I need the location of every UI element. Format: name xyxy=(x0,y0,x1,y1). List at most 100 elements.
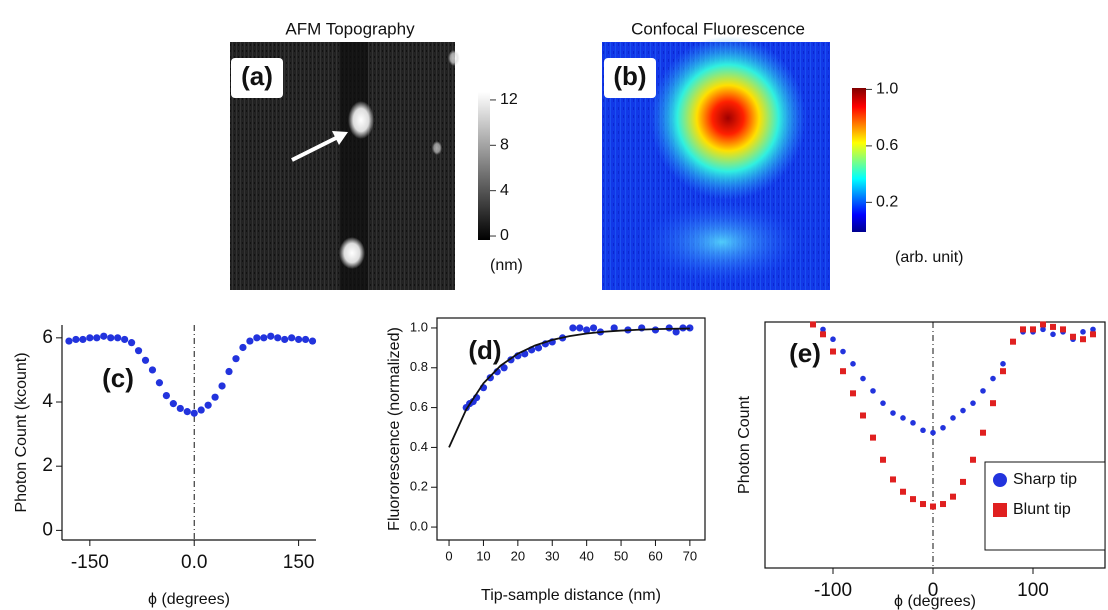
data-point xyxy=(860,375,866,382)
data-point xyxy=(610,324,618,332)
y-axis-label: Photon Count xyxy=(736,396,753,494)
data-point xyxy=(486,374,494,382)
data-point xyxy=(1030,326,1036,333)
data-point xyxy=(920,501,926,508)
y-axis-label: Fluororescence (normalized) xyxy=(386,327,403,531)
x-tick-label: 60 xyxy=(648,548,662,563)
data-point xyxy=(870,434,876,441)
colorbar-tick-label: 8 xyxy=(500,137,509,154)
data-point xyxy=(1080,336,1086,343)
y-tick-label: 6 xyxy=(42,327,53,348)
x-tick-label: 150 xyxy=(283,552,315,573)
x-tick-label: -150 xyxy=(71,552,109,573)
y-tick-label: 1.0 xyxy=(410,319,428,334)
data-point xyxy=(65,337,73,345)
data-point xyxy=(589,324,598,332)
data-point xyxy=(930,429,936,436)
data-point xyxy=(850,390,856,397)
confocal-image xyxy=(602,36,866,290)
data-point xyxy=(900,488,906,495)
data-point xyxy=(870,388,876,394)
data-point xyxy=(211,393,219,401)
data-point xyxy=(534,344,543,352)
data-point xyxy=(155,379,164,387)
legend-swatch xyxy=(993,503,1007,517)
x-tick-label: 10 xyxy=(476,548,490,563)
y-tick-label: 0.6 xyxy=(410,399,428,414)
data-point xyxy=(93,334,101,342)
data-point xyxy=(830,348,836,355)
data-point xyxy=(1040,326,1046,333)
data-point xyxy=(672,328,680,336)
data-point xyxy=(176,404,184,413)
x-tick-label: 50 xyxy=(614,548,628,563)
data-point xyxy=(850,361,856,367)
x-tick-label: 0 xyxy=(445,548,452,563)
data-point xyxy=(910,496,916,503)
panel-label: (e) xyxy=(789,338,821,368)
afm-image xyxy=(230,42,490,290)
data-point xyxy=(79,335,87,344)
data-point xyxy=(1000,361,1006,367)
colorbar-unit: (arb. unit) xyxy=(895,249,963,266)
data-point xyxy=(1090,331,1096,338)
fit-line xyxy=(448,327,690,448)
data-point xyxy=(246,337,254,345)
y-tick-label: 0 xyxy=(42,519,53,540)
panel-3: 0 10 20 30 40 50 60 70 0.0 0.2 0.4 0.6 0.8 1.0 Tip-sam… xyxy=(386,317,706,604)
data-point xyxy=(183,408,191,416)
data-point xyxy=(840,348,846,355)
data-point xyxy=(281,335,289,344)
data-point xyxy=(890,476,896,483)
data-point xyxy=(162,391,170,400)
data-point xyxy=(880,456,886,463)
data-point xyxy=(260,334,268,342)
data-point xyxy=(288,334,296,342)
data-point xyxy=(218,382,226,390)
y-tick-label: 0.2 xyxy=(410,479,428,494)
data-point xyxy=(253,334,261,342)
data-point xyxy=(197,406,205,414)
colorbar-unit: (nm) xyxy=(490,257,523,274)
data-point xyxy=(225,367,233,376)
data-point xyxy=(134,347,143,355)
data-point xyxy=(940,424,946,431)
data-point xyxy=(980,429,986,436)
data-point xyxy=(950,493,956,500)
plot-frame xyxy=(436,317,706,541)
legend-label: Blunt tip xyxy=(1013,501,1071,518)
x-axis-label: ϕ (degrees) xyxy=(894,593,976,610)
data-point xyxy=(267,332,275,340)
y-axis-label: Photon Count (kcount) xyxy=(13,352,30,512)
panel-4: -100 0 100 ϕ (degrees) Photon Count (e) Sharp … xyxy=(736,321,1106,610)
data-point xyxy=(960,407,966,414)
data-point xyxy=(239,343,247,352)
data-point xyxy=(1060,326,1066,333)
y-tick-label: 0.0 xyxy=(410,518,428,533)
x-tick-label: 100 xyxy=(1017,580,1049,601)
data-point xyxy=(1090,326,1096,333)
data-point xyxy=(72,335,80,344)
x-axis-label: ϕ (degrees) xyxy=(148,591,230,608)
data-point xyxy=(980,388,986,394)
data-point xyxy=(1010,338,1016,345)
panel-title: AFM Topography xyxy=(285,19,415,38)
y-tick-label: 0.4 xyxy=(410,439,428,454)
data-point xyxy=(232,355,240,363)
x-tick-label: 20 xyxy=(511,548,525,563)
data-point xyxy=(920,427,926,434)
data-point xyxy=(308,337,317,345)
data-point xyxy=(107,334,115,342)
data-point xyxy=(86,334,94,342)
x-axis-label: Tip-sample distance (nm) xyxy=(481,587,661,604)
data-point xyxy=(830,336,836,343)
colorbar-tick-label: 1.0 xyxy=(876,81,898,98)
data-point xyxy=(190,409,198,417)
x-tick-label: 40 xyxy=(579,548,593,563)
data-point xyxy=(169,400,177,408)
data-point xyxy=(1000,368,1006,375)
data-point xyxy=(910,420,916,426)
x-tick-label: 0.0 xyxy=(181,552,207,573)
data-point xyxy=(1050,323,1056,330)
